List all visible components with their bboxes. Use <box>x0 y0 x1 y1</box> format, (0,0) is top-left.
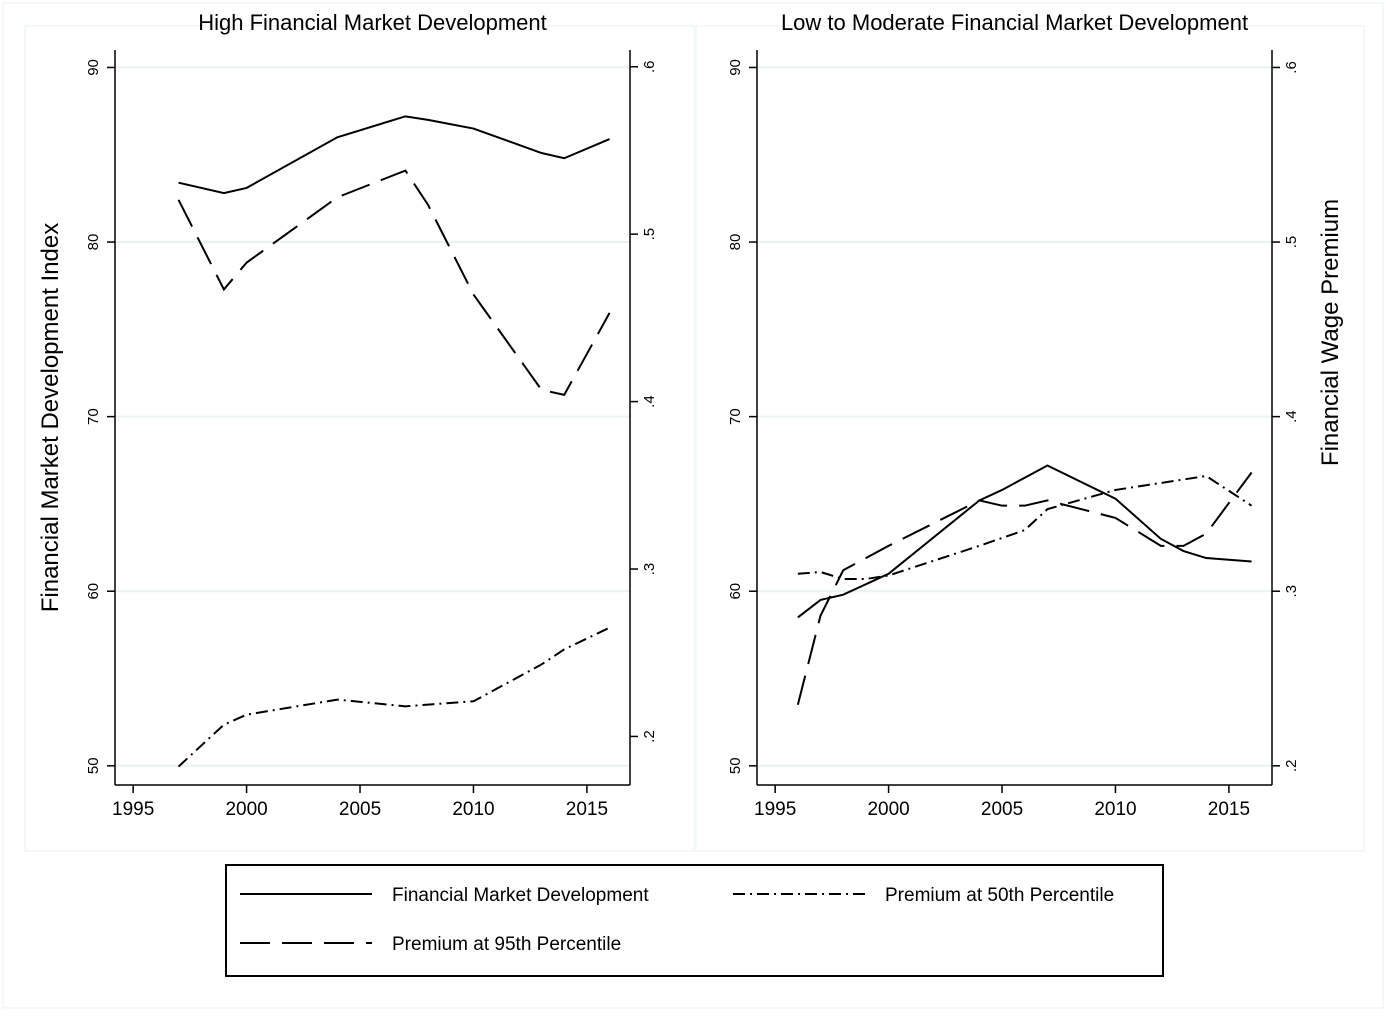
y-tick-label: 60 <box>85 583 102 600</box>
y-tick-label: 50 <box>85 757 102 774</box>
y-tick-label: 70 <box>85 408 102 425</box>
y-tick-label: 50 <box>727 757 744 774</box>
legend-label: Premium at 95th Percentile <box>392 934 621 955</box>
y-tick-label: 90 <box>85 59 102 76</box>
panel-border <box>695 25 1365 852</box>
panel-title: Low to Moderate Financial Market Develop… <box>781 10 1248 35</box>
series-line <box>796 471 1253 705</box>
y2-tick-label: .6 <box>1283 61 1300 74</box>
y-axis-title: Financial Market Development Index <box>37 223 64 613</box>
x-tick-label: 2010 <box>452 799 494 820</box>
y2-tick-label: .2 <box>1283 760 1300 773</box>
x-tick-label: 2000 <box>867 799 909 820</box>
x-tick-label: 2005 <box>981 799 1023 820</box>
panel-border <box>24 25 695 852</box>
x-tick-label: 1995 <box>112 799 154 820</box>
y2-tick-label: .3 <box>641 563 658 576</box>
y2-tick-label: .4 <box>1283 410 1300 423</box>
legend-label: Premium at 50th Percentile <box>885 885 1114 906</box>
y-tick-label: 90 <box>727 59 744 76</box>
y2-tick-label: .3 <box>1283 585 1300 598</box>
y-tick-label: 80 <box>85 234 102 251</box>
series-line <box>178 115 610 195</box>
x-tick-label: 2000 <box>225 799 267 820</box>
x-tick-label: 2010 <box>1094 799 1136 820</box>
y2-axis-title: Financial Wage Premium <box>1317 199 1344 466</box>
y2-tick-label: .5 <box>1283 236 1300 249</box>
series-line <box>797 464 1252 619</box>
y2-tick-label: .6 <box>641 60 658 73</box>
series-line <box>177 169 611 397</box>
y-tick-label: 70 <box>727 408 744 425</box>
panel-title: High Financial Market Development <box>198 10 547 35</box>
y2-tick-label: .4 <box>641 395 658 408</box>
x-tick-label: 2005 <box>339 799 381 820</box>
series-line <box>177 626 611 768</box>
y2-tick-label: .2 <box>641 730 658 743</box>
y-tick-label: 80 <box>727 234 744 251</box>
legend-label: Financial Market Development <box>392 885 649 906</box>
y2-tick-label: .5 <box>641 228 658 241</box>
y-tick-label: 60 <box>727 583 744 600</box>
x-tick-label: 2015 <box>1208 799 1250 820</box>
x-tick-label: 2015 <box>566 799 608 820</box>
x-tick-label: 1995 <box>754 799 796 820</box>
legend-box <box>225 864 1164 977</box>
